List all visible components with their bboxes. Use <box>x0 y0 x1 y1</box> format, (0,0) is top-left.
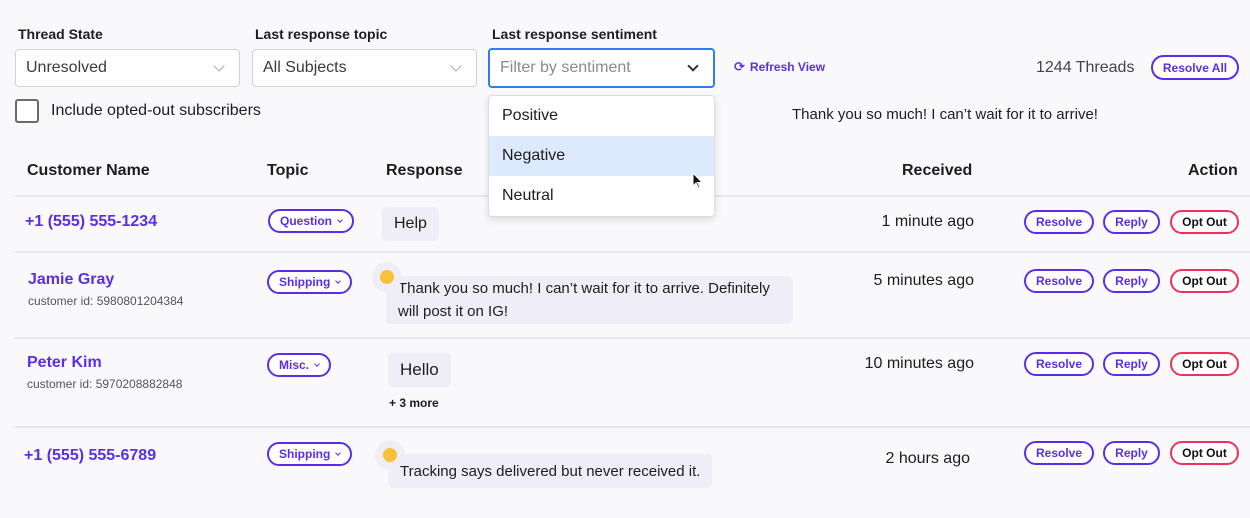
sentiment-placeholder: Filter by sentiment <box>500 59 631 76</box>
topic-label: Question <box>280 214 333 228</box>
customer-id: customer id: 5970208882848 <box>27 377 183 391</box>
customer-name-link[interactable]: Peter Kim <box>27 354 102 371</box>
grinning-face-icon <box>372 262 402 292</box>
refresh-label: Refresh View <box>749 60 826 74</box>
thread-count: 1244 Threads <box>1036 59 1135 76</box>
topic-label: Misc. <box>279 358 310 372</box>
chevron-down-icon <box>687 60 699 72</box>
header-customer-name[interactable]: Customer Name <box>27 162 150 179</box>
resolve-button[interactable]: Resolve <box>1024 352 1094 376</box>
chevron-down-icon <box>213 60 225 72</box>
opted-out-checkbox[interactable] <box>15 99 39 123</box>
customer-name-link[interactable]: +1 (555) 555-1234 <box>25 213 158 230</box>
option-neutral[interactable]: Neutral <box>502 187 554 204</box>
divider <box>15 426 1250 428</box>
topic-label: Shipping <box>279 275 331 289</box>
chevron-down-icon <box>335 449 342 456</box>
header-action[interactable]: Action <box>1188 162 1238 179</box>
resolve-button[interactable]: Resolve <box>1024 210 1094 234</box>
divider <box>15 337 1250 339</box>
reply-button[interactable]: Reply <box>1103 269 1160 293</box>
opt-out-button[interactable]: Opt Out <box>1170 269 1239 293</box>
sentiment-dropdown-menu: Positive Negative Neutral <box>488 95 715 217</box>
header-response[interactable]: Response <box>386 162 463 179</box>
opt-out-button[interactable]: Opt Out <box>1170 210 1239 234</box>
header-topic[interactable]: Topic <box>267 162 309 179</box>
response-tooltip: Thank you so much! I can’t wait for it t… <box>792 106 1098 123</box>
refresh-icon: ⟳ <box>734 59 745 74</box>
topic-tag[interactable]: Shipping <box>267 442 353 466</box>
received-time: 1 minute ago <box>881 213 974 230</box>
option-negative[interactable]: Negative <box>489 136 714 176</box>
refresh-view-button[interactable]: ⟳ Refresh View <box>734 59 825 75</box>
header-received[interactable]: Received <box>902 162 973 179</box>
customer-name-link[interactable]: Jamie Gray <box>28 271 115 288</box>
response-bubble: Hello <box>388 353 451 387</box>
divider <box>15 251 1250 253</box>
topic-tag[interactable]: Question <box>268 209 355 233</box>
chevron-down-icon <box>450 60 462 72</box>
chevron-down-icon <box>314 360 320 367</box>
customer-name-link[interactable]: +1 (555) 555-6789 <box>24 447 157 464</box>
thread-state-value: Unresolved <box>26 59 107 76</box>
topic-label: Last response topic <box>255 26 388 42</box>
topic-tag[interactable]: Shipping <box>267 270 353 294</box>
option-positive[interactable]: Positive <box>502 107 559 124</box>
resolve-button[interactable]: Resolve <box>1024 269 1094 293</box>
received-time: 5 minutes ago <box>873 272 974 289</box>
topic-select[interactable]: All Subjects <box>252 49 477 87</box>
sentiment-select[interactable]: Filter by sentiment <box>488 48 715 88</box>
opt-out-button[interactable]: Opt Out <box>1170 352 1239 376</box>
response-bubble: Tracking says delivered but never receiv… <box>388 454 713 488</box>
reply-button[interactable]: Reply <box>1103 352 1160 376</box>
customer-id: customer id: 5980801204384 <box>28 294 184 308</box>
resolve-all-button[interactable]: Resolve All <box>1151 55 1239 80</box>
received-time: 10 minutes ago <box>864 355 974 372</box>
topic-value: All Subjects <box>263 59 347 76</box>
disappointed-face-icon <box>375 440 405 470</box>
topic-label: Shipping <box>279 447 331 461</box>
response-bubble: Thank you so much! I can’t wait for it t… <box>386 276 793 324</box>
sentiment-label: Last response sentiment <box>492 26 657 42</box>
mouse-cursor-icon <box>692 172 704 189</box>
received-time: 2 hours ago <box>885 450 970 467</box>
opt-out-button[interactable]: Opt Out <box>1170 441 1239 465</box>
thread-state-select[interactable]: Unresolved <box>15 49 240 87</box>
opted-out-label: Include opted-out subscribers <box>51 102 261 119</box>
more-responses-link[interactable]: + 3 more <box>389 396 439 410</box>
topic-tag[interactable]: Misc. <box>267 353 332 377</box>
reply-button[interactable]: Reply <box>1103 441 1160 465</box>
chevron-down-icon <box>337 216 343 223</box>
resolve-button[interactable]: Resolve <box>1024 441 1094 465</box>
chevron-down-icon <box>335 277 342 284</box>
response-bubble: Help <box>382 207 439 241</box>
reply-button[interactable]: Reply <box>1103 210 1160 234</box>
thread-state-label: Thread State <box>18 26 103 42</box>
